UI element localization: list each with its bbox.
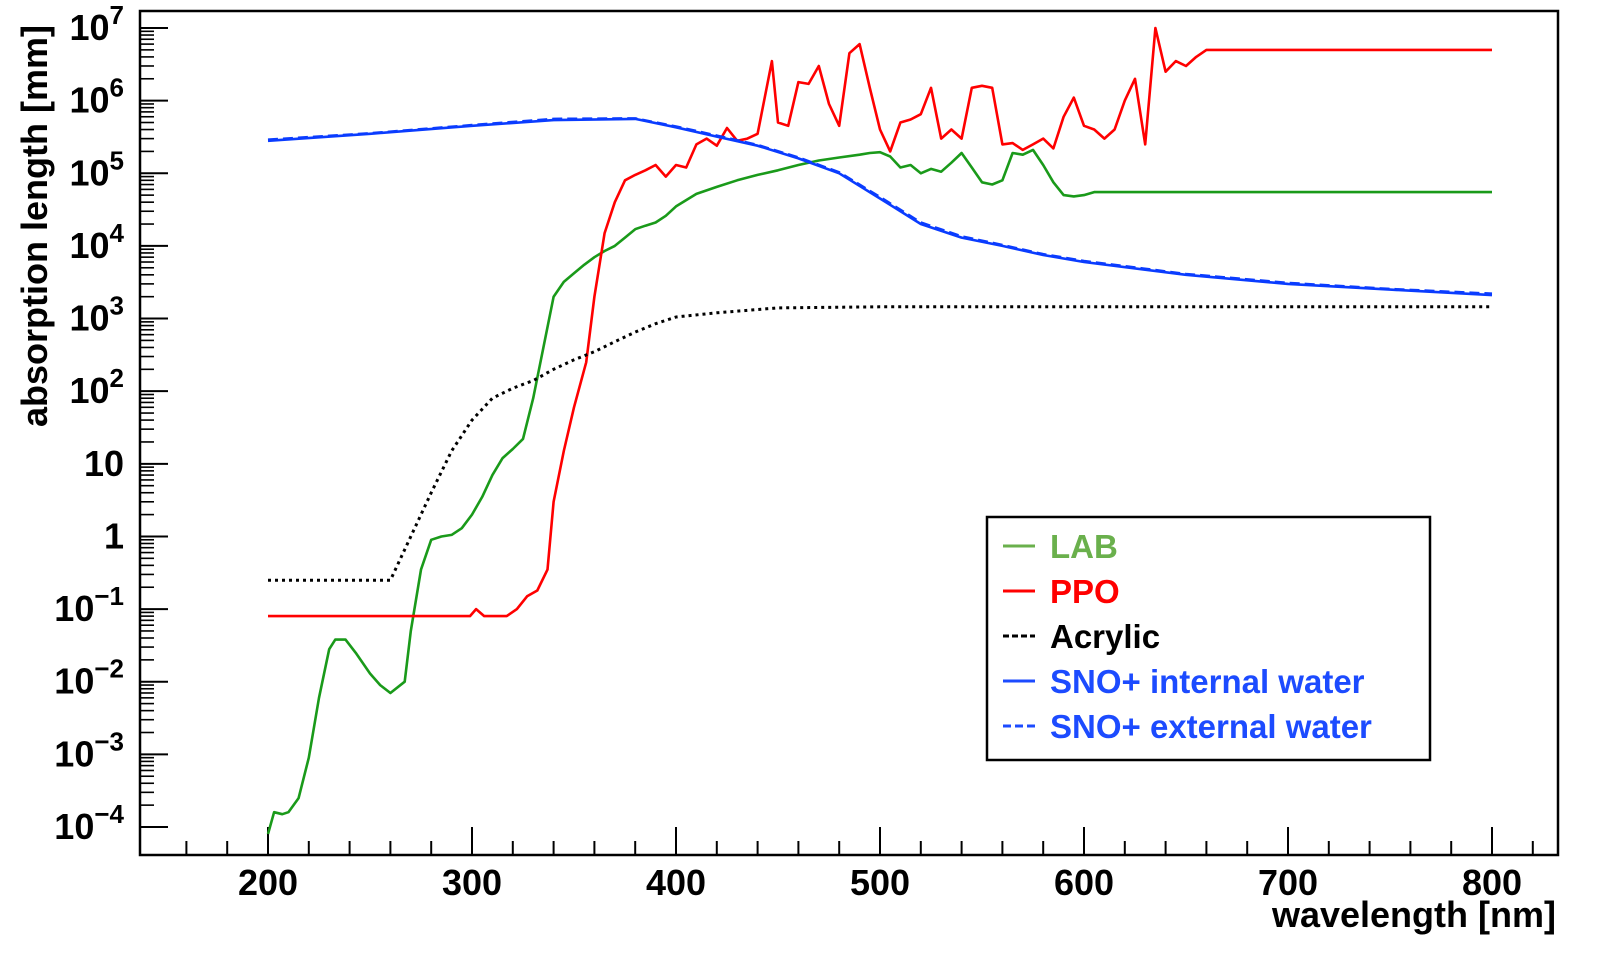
y-tick-label: 102 [69,363,124,411]
y-tick-label: 10−3 [54,726,124,774]
y-axis-title: absorption length [mm] [14,25,55,427]
series-line-lab [266,148,1492,835]
legend: LAB PPO Acrylic SNO+ internal water SNO+ ext… [985,515,1432,762]
legend-label: LAB [1050,528,1118,565]
y-tick-label: 104 [69,218,124,266]
y-tick-label: 1 [104,515,124,556]
legend-label: Acrylic [1050,618,1160,655]
x-tick-label: 800 [1462,862,1522,903]
legend-label: SNO+ external water [1050,708,1372,745]
y-tick-label: 10 [84,443,124,484]
x-tick-label: 300 [442,862,502,903]
legend-box [985,515,1432,762]
x-tick-label: 600 [1054,862,1114,903]
y-tick-label: 105 [69,145,124,193]
plot-frame [138,9,1560,857]
legend-label: PPO [1050,573,1120,610]
series-line-ppo [268,26,1492,618]
y-tick-label: 10−4 [54,799,124,847]
series-line-acrylic [268,305,1492,582]
y-axis-ticks: 10−4 10−3 10−2 10−1 1 10 102 103 104 105 106 107 [54,0,168,847]
legend-label: SNO+ internal water [1050,663,1365,700]
x-tick-label: 400 [646,862,706,903]
x-tick-label: 200 [238,862,298,903]
y-tick-label: 106 [69,73,124,121]
y-tick-label: 10−2 [54,654,124,702]
y-tick-label: 103 [69,291,124,339]
x-axis-ticks: 200 300 400 500 600 700 800 [185,827,1534,903]
x-tick-label: 500 [850,862,910,903]
series-line-sno-internal-water [267,117,1493,297]
y-tick-label: 107 [69,0,124,48]
series-line-sno-external-water [267,117,1493,295]
x-axis-title: wavelength [nm] [1271,894,1556,935]
series-layer [266,26,1493,835]
y-tick-label: 10−1 [54,581,124,629]
x-tick-label: 700 [1258,862,1318,903]
